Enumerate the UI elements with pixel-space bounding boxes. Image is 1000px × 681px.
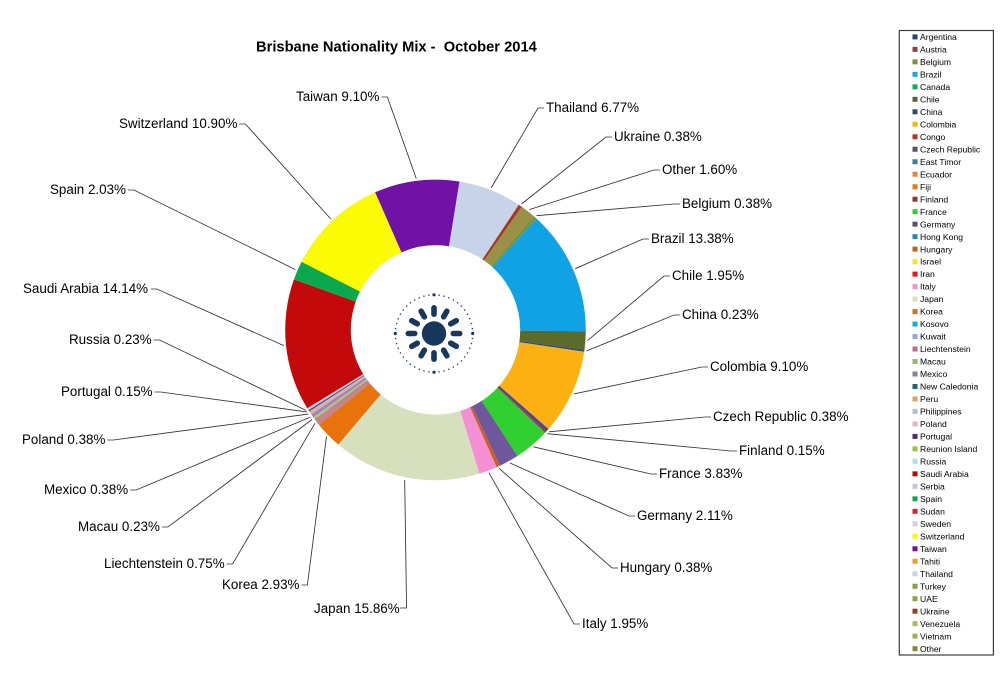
svg-text:Japan: Japan [920, 294, 944, 304]
svg-text:East Timor: East Timor [920, 157, 961, 167]
svg-text:Germany 2.11%: Germany 2.11% [637, 508, 733, 523]
svg-text:Spain: Spain [920, 494, 942, 504]
svg-text:Vietnam: Vietnam [920, 631, 951, 641]
svg-text:Kuwait: Kuwait [920, 332, 946, 342]
svg-text:Philippines: Philippines [920, 407, 962, 417]
svg-text:Other 1.60%: Other 1.60% [662, 162, 737, 177]
svg-text:Russia 0.23%: Russia 0.23% [69, 332, 152, 347]
svg-text:Spain 2.03%: Spain 2.03% [50, 182, 126, 197]
svg-text:Poland 0.38%: Poland 0.38% [22, 432, 105, 447]
svg-text:Congo: Congo [920, 132, 946, 142]
svg-text:Kosovo: Kosovo [920, 319, 949, 329]
svg-text:Israel: Israel [920, 257, 941, 267]
svg-text:Italy 1.95%: Italy 1.95% [582, 616, 648, 631]
svg-text:Brazil 13.38%: Brazil 13.38% [651, 231, 734, 246]
svg-text:Czech Republic 0.38%: Czech Republic 0.38% [713, 409, 849, 424]
svg-text:Finland: Finland [920, 194, 948, 204]
svg-text:Colombia 9.10%: Colombia 9.10% [710, 359, 808, 374]
svg-text:Mexico: Mexico [920, 369, 947, 379]
svg-text:Colombia: Colombia [920, 119, 957, 129]
svg-text:Switzerland 10.90%: Switzerland 10.90% [119, 116, 237, 131]
svg-text:Italy: Italy [920, 282, 936, 292]
svg-text:Austria: Austria [920, 44, 947, 54]
svg-text:China 0.23%: China 0.23% [682, 307, 759, 322]
svg-text:Switzerland: Switzerland [920, 531, 965, 541]
svg-text:Peru: Peru [920, 394, 938, 404]
svg-text:Ukraine: Ukraine [920, 606, 950, 616]
svg-text:Poland: Poland [920, 419, 947, 429]
svg-text:Thailand 6.77%: Thailand 6.77% [546, 100, 639, 115]
svg-text:Liechtenstein 0.75%: Liechtenstein 0.75% [104, 556, 225, 571]
svg-text:Iran: Iran [920, 269, 935, 279]
svg-text:New Caledonia: New Caledonia [920, 382, 979, 392]
svg-text:Sudan: Sudan [920, 506, 945, 516]
svg-text:Japan 15.86%: Japan 15.86% [314, 601, 400, 616]
svg-text:Hungary 0.38%: Hungary 0.38% [620, 560, 712, 575]
svg-text:Brazil: Brazil [920, 69, 942, 79]
svg-text:Turkey: Turkey [920, 581, 947, 591]
svg-text:Hong Kong: Hong Kong [920, 232, 963, 242]
svg-text:Korea: Korea [920, 307, 943, 317]
svg-text:France 3.83%: France 3.83% [659, 466, 742, 481]
svg-text:Finland 0.15%: Finland 0.15% [739, 443, 825, 458]
svg-text:Portugal 0.15%: Portugal 0.15% [61, 384, 153, 399]
svg-text:Reunion Island: Reunion Island [920, 444, 978, 454]
svg-text:Chile 1.95%: Chile 1.95% [672, 268, 744, 283]
svg-text:UAE: UAE [920, 594, 938, 604]
svg-text:Argentina: Argentina [920, 32, 957, 42]
svg-text:Germany: Germany [920, 219, 956, 229]
svg-text:Russia: Russia [920, 456, 946, 466]
svg-text:Chile: Chile [920, 94, 940, 104]
svg-text:Ecuador: Ecuador [920, 169, 952, 179]
svg-text:Venezuela: Venezuela [920, 619, 960, 629]
svg-text:Czech Republic: Czech Republic [920, 144, 981, 154]
svg-text:Korea 2.93%: Korea 2.93% [222, 577, 300, 592]
svg-text:Ukraine 0.38%: Ukraine 0.38% [614, 129, 702, 144]
svg-text:Sweden: Sweden [920, 519, 951, 529]
svg-text:Other: Other [920, 644, 942, 654]
svg-text:Serbia: Serbia [920, 481, 945, 491]
svg-text:Macau: Macau [920, 357, 946, 367]
svg-text:Portugal: Portugal [920, 432, 952, 442]
svg-text:Brisbane Nationality Mix - Oc: Brisbane Nationality Mix - October 2014 [256, 40, 538, 56]
svg-text:Fiji: Fiji [920, 182, 931, 192]
svg-text:Belgium 0.38%: Belgium 0.38% [682, 196, 772, 211]
svg-text:Hungary: Hungary [920, 244, 953, 254]
svg-text:Belgium: Belgium [920, 57, 951, 67]
svg-text:Saudi Arabia 14.14%: Saudi Arabia 14.14% [23, 281, 148, 296]
svg-text:Tahiti: Tahiti [920, 556, 940, 566]
svg-text:Liechtenstein: Liechtenstein [920, 344, 971, 354]
svg-text:Saudi Arabia: Saudi Arabia [920, 469, 969, 479]
svg-text:Taiwan 9.10%: Taiwan 9.10% [296, 89, 379, 104]
svg-text:Taiwan: Taiwan [920, 544, 947, 554]
svg-text:Macau 0.23%: Macau 0.23% [78, 519, 160, 534]
svg-text:China: China [920, 107, 943, 117]
svg-text:Thailand: Thailand [920, 569, 953, 579]
svg-text:Mexico 0.38%: Mexico 0.38% [44, 482, 128, 497]
svg-text:France: France [920, 207, 947, 217]
svg-text:Canada: Canada [920, 82, 950, 92]
